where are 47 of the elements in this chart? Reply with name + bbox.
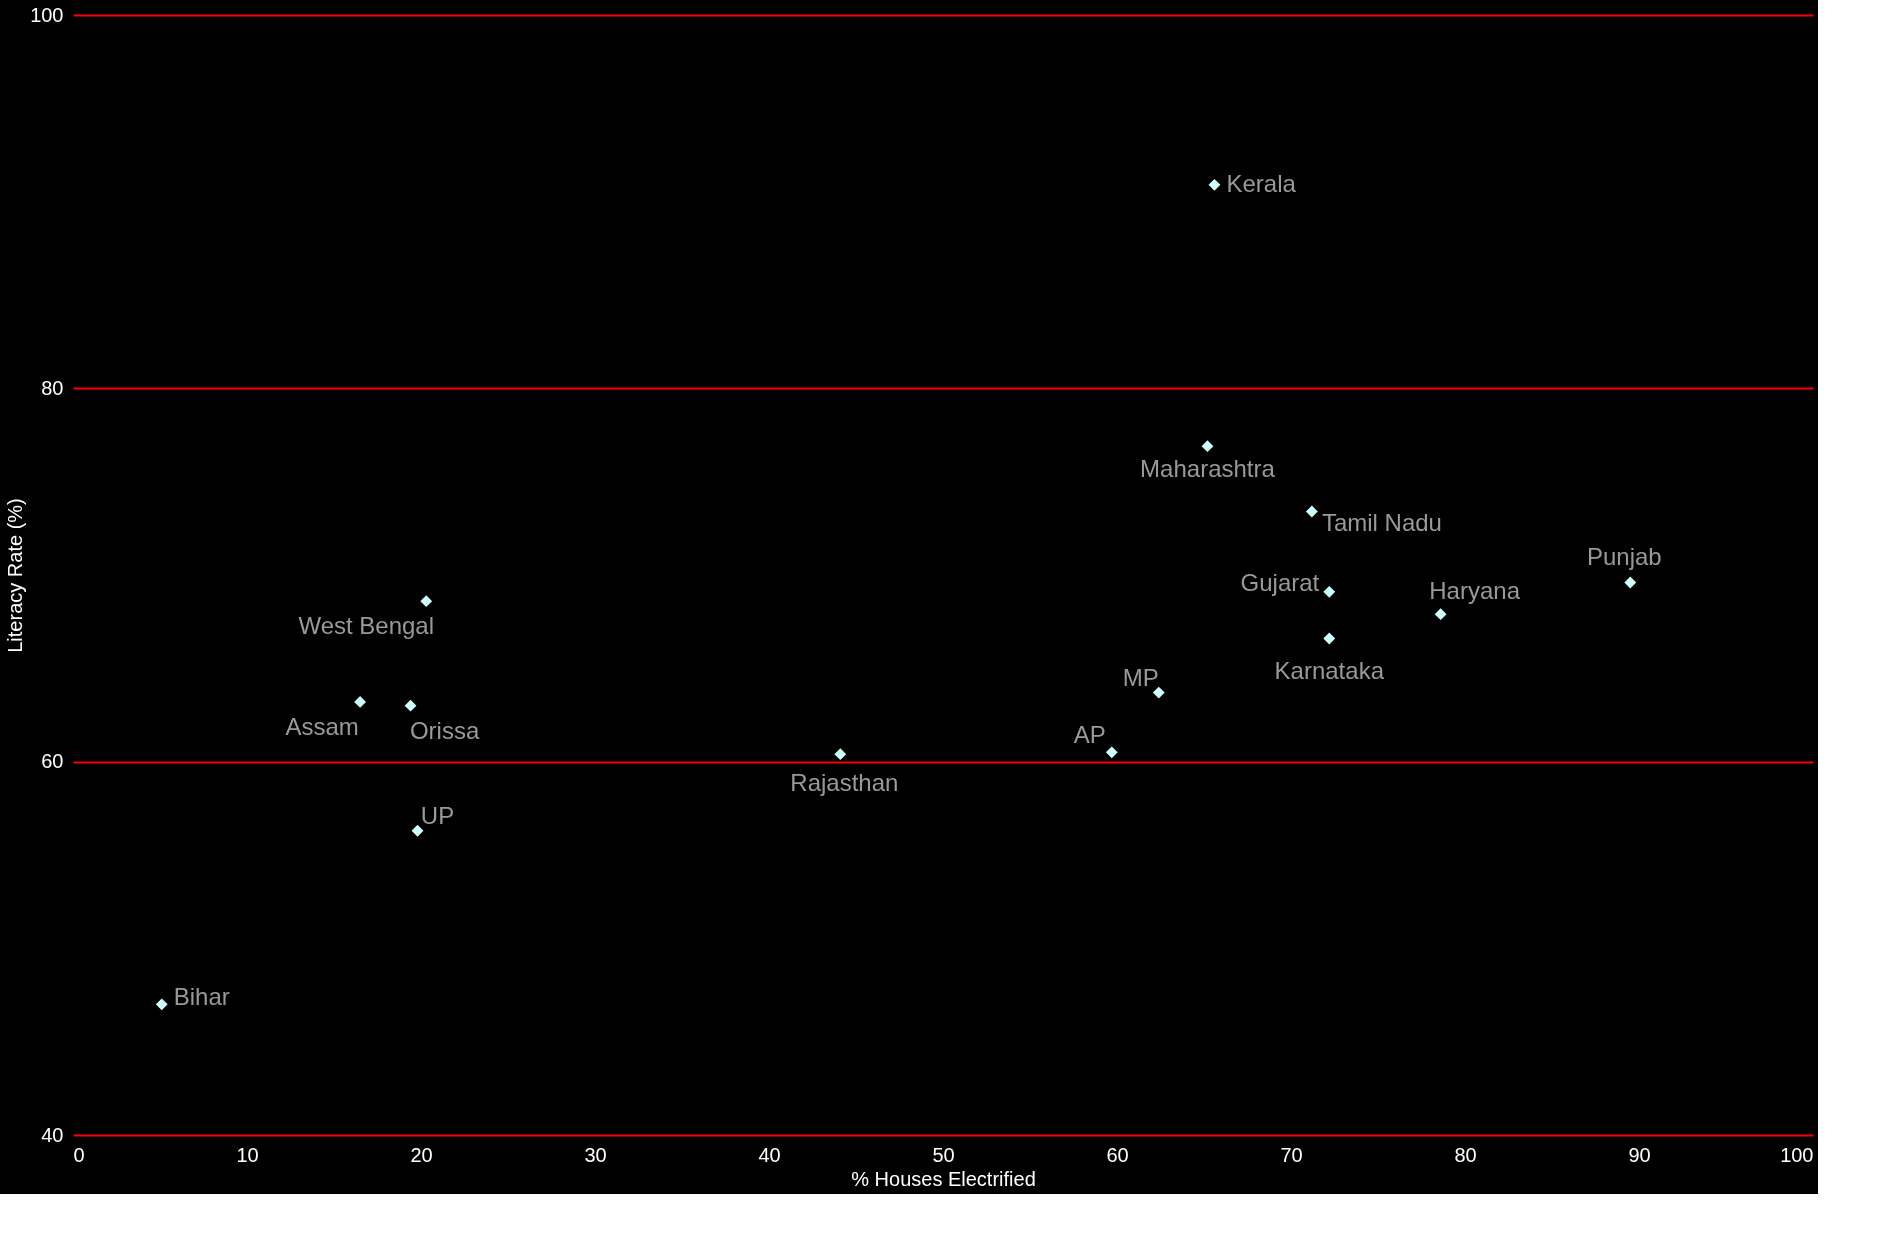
x-tick-label: 70 (1280, 1143, 1303, 1166)
x-tick-label: 80 (1454, 1143, 1477, 1166)
annotation: Gujarat (1240, 568, 1320, 596)
point (1208, 178, 1221, 191)
annotation: Haryana (1429, 577, 1521, 605)
x-tick-label: 50 (932, 1143, 955, 1166)
y-tick-label: 80 (41, 376, 64, 399)
annotation: Orissa (409, 716, 480, 744)
annotation: Bihar (173, 983, 230, 1011)
point (834, 748, 847, 761)
x-tick-label: 60 (1106, 1143, 1129, 1166)
annotation: AP (1073, 721, 1106, 749)
point (1305, 505, 1318, 518)
point (1152, 686, 1165, 699)
annotation: Punjab (1586, 543, 1662, 571)
annotation: Maharashtra (1140, 455, 1276, 483)
annotation: Kerala (1226, 169, 1297, 197)
x-tick-label: 30 (584, 1143, 607, 1166)
point (155, 998, 168, 1011)
annotation: UP (420, 801, 455, 829)
x-tick-label: 10 (236, 1143, 259, 1166)
point (1201, 440, 1214, 453)
annotation: Tamil Nadu (1321, 508, 1442, 536)
point (1624, 576, 1637, 589)
point (420, 595, 433, 608)
y-axis-title: Literacy Rate (%) (4, 498, 27, 653)
point (1434, 608, 1447, 621)
y-tick-label: 40 (41, 1123, 64, 1146)
point (354, 696, 367, 708)
annotation: Rajasthan (790, 769, 899, 797)
annotation: West Bengal (298, 612, 435, 640)
point (404, 699, 417, 712)
point (1105, 746, 1118, 759)
x-axis-title: % Houses Electrified (851, 1167, 1036, 1190)
y-tick-label: 60 (41, 750, 64, 773)
y-tick-label: 100 (30, 3, 64, 26)
annotation: Karnataka (1274, 657, 1385, 685)
x-tick-label: 40 (758, 1143, 781, 1166)
annotation: MP (1122, 663, 1159, 691)
point (411, 824, 424, 837)
x-tick-label: 0 (73, 1143, 85, 1166)
annotation: Assam (285, 712, 359, 740)
x-tick-label: 100 (1780, 1143, 1814, 1166)
x-tick-label: 90 (1628, 1143, 1651, 1166)
x-tick-label: 20 (410, 1143, 433, 1166)
point (1323, 632, 1336, 645)
point (1323, 585, 1336, 598)
